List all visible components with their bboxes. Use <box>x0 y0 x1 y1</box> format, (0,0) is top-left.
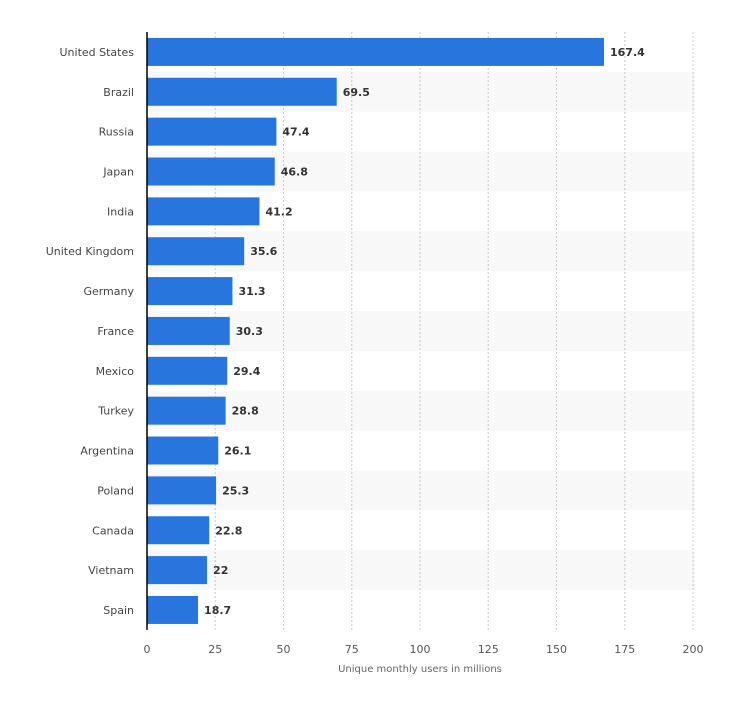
bar <box>147 316 230 345</box>
data-label: 41.2 <box>265 205 292 218</box>
bar <box>147 277 233 306</box>
data-label: 28.8 <box>232 405 259 418</box>
data-label: 26.1 <box>224 445 251 458</box>
row-band <box>147 390 695 431</box>
category-label: Russia <box>99 126 134 139</box>
bar <box>147 476 217 505</box>
x-tick-label: 125 <box>478 643 499 656</box>
category-label: Poland <box>97 484 134 497</box>
data-label: 18.7 <box>204 604 231 617</box>
data-label: 167.4 <box>610 46 645 59</box>
data-label: 69.5 <box>343 86 370 99</box>
bar <box>147 37 605 66</box>
bar <box>147 556 208 585</box>
data-label: 29.4 <box>233 365 260 378</box>
bar <box>147 516 210 545</box>
row-band <box>147 311 695 351</box>
x-tick-label: 0 <box>144 643 151 656</box>
category-label: France <box>97 325 134 338</box>
category-label: United States <box>60 46 135 59</box>
data-label: 22.8 <box>215 524 242 537</box>
category-label: Spain <box>103 604 134 617</box>
bar <box>147 595 199 624</box>
x-tick-label: 100 <box>410 643 431 656</box>
category-label: Germany <box>83 285 134 298</box>
data-label: 47.4 <box>282 126 309 139</box>
data-label: 46.8 <box>281 166 308 179</box>
row-band <box>147 470 695 511</box>
category-label: Turkey <box>97 405 134 418</box>
bar <box>147 157 275 186</box>
x-tick-label: 200 <box>683 643 704 656</box>
category-label: Japan <box>102 166 134 179</box>
category-label: Canada <box>92 524 134 537</box>
data-label: 35.6 <box>250 245 277 258</box>
category-label: Vietnam <box>88 564 134 577</box>
x-tick-label: 75 <box>345 643 359 656</box>
category-label: Brazil <box>103 86 134 99</box>
bar <box>147 356 228 385</box>
category-label: India <box>107 205 134 218</box>
x-tick-label: 150 <box>546 643 567 656</box>
x-axis-title: Unique monthly users in millions <box>338 664 502 675</box>
x-tick-label: 25 <box>208 643 222 656</box>
bar <box>147 77 337 106</box>
bar <box>147 396 226 425</box>
bar <box>147 436 219 465</box>
row-band <box>147 550 695 591</box>
x-tick-label: 50 <box>277 643 291 656</box>
category-label: Mexico <box>96 365 135 378</box>
bar <box>147 197 260 226</box>
category-label: Argentina <box>80 445 134 458</box>
x-tick-label: 175 <box>614 643 635 656</box>
bar <box>147 237 245 266</box>
category-label: United Kingdom <box>46 245 134 258</box>
data-label: 30.3 <box>236 325 263 338</box>
data-label: 31.3 <box>238 285 265 298</box>
data-label: 22 <box>213 564 228 577</box>
bar <box>147 117 277 146</box>
data-label: 25.3 <box>222 484 249 497</box>
